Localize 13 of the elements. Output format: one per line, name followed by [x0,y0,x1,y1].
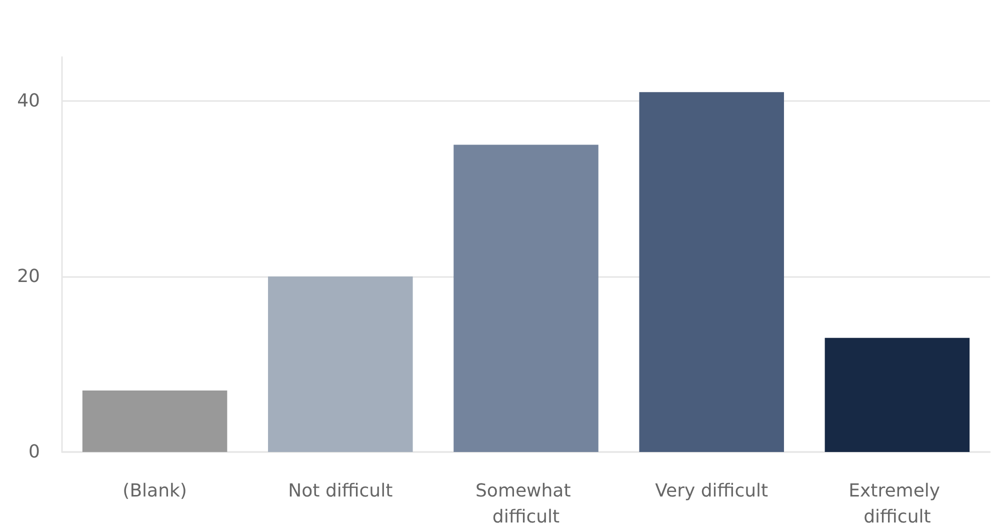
x-tick-label: Somewhat difficult [476,480,576,528]
x-tick-label: Very difficult [655,480,768,502]
x-tick-label: Not difficult [288,480,393,502]
x-tick-label: (Blank) [122,480,187,502]
bar [824,338,970,452]
bar [639,92,784,452]
bar [454,144,598,452]
bar [268,276,413,452]
bar [82,390,228,452]
x-tick-label: Extremely difficult [848,480,946,528]
y-tick-label: 20 [17,266,40,287]
y-tick-label: 0 [28,442,40,462]
y-tick-label: 40 [17,90,40,112]
